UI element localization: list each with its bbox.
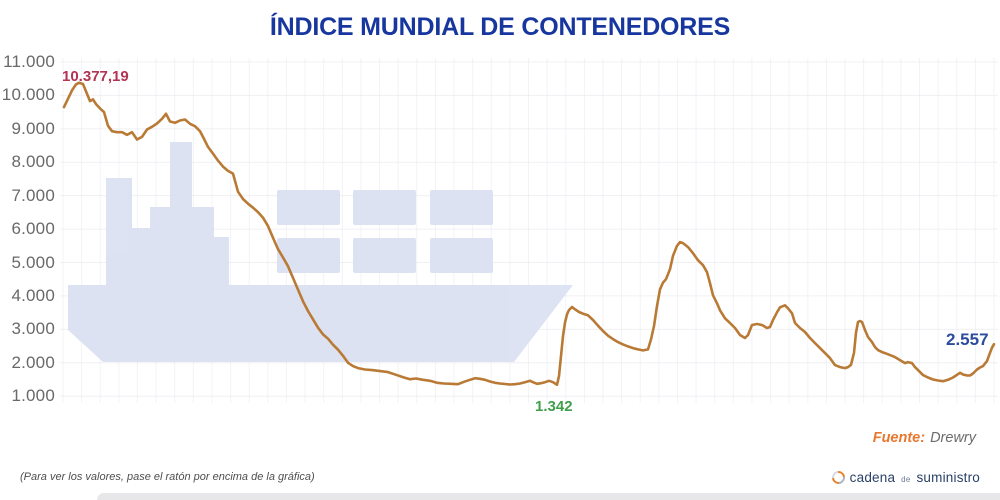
y-tick-label: 11.000 [3,51,55,71]
y-tick-label: 10.000 [1,85,55,105]
y-tick-label: 1.000 [11,386,55,406]
source-value: Drewry [930,430,976,446]
y-axis-labels: 11.000 10.000 9.000 8.000 7.000 6.000 5.000 4.0… [0,0,55,500]
container-ship-watermark-icon [68,142,573,362]
brand-word-cadena: cadena [849,470,896,485]
y-tick-label: 2.000 [11,352,55,372]
y-tick-label: 5.000 [11,252,55,272]
brand-circle-icon [829,468,848,487]
y-tick-label: 4.000 [11,285,55,305]
y-tick-label: 9.000 [11,118,55,138]
min-value-label: 1.342 [535,398,573,415]
brand-word-de: de [901,474,911,484]
y-tick-label: 6.000 [11,219,55,239]
source-label: Fuente: [872,430,926,446]
y-tick-label: 7.000 [11,185,55,205]
latest-value-label: 2.557 [946,330,989,349]
bottom-widget-bar [97,493,1000,500]
y-tick-label: 3.000 [11,319,55,339]
source-line: Fuente: Drewry [873,430,976,446]
hover-hint-note: (Para ver los valores, pase el ratón por… [20,471,315,483]
index-line [62,81,996,387]
y-tick-label: 8.000 [11,152,55,172]
brand-word-suministro: suministro [916,470,980,485]
page-title: ÍNDICE MUNDIAL DE CONTENEDORES [269,13,731,41]
brand-logo[interactable]: cadena de suministro [829,468,980,487]
peak-value-label: 10.377,19 [62,68,129,85]
